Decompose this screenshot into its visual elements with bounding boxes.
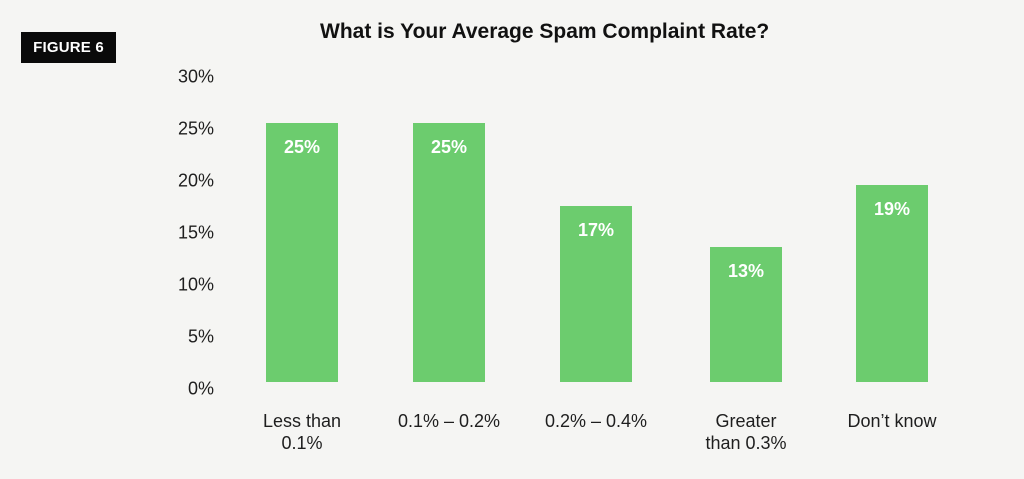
bar-value-label: 25% (430, 136, 468, 157)
y-tick-label: 25% (177, 118, 214, 139)
x-category-label: 0.1% – 0.2% (397, 411, 501, 431)
y-tick-label: 0% (187, 378, 214, 399)
y-tick-label: 15% (177, 222, 214, 243)
bar-value-label: 13% (727, 261, 765, 282)
bar-value-label: 17% (577, 219, 615, 240)
bar-value-label: 25% (283, 136, 321, 157)
y-tick-label: 20% (177, 170, 214, 191)
bar-dont-know: 19% (856, 185, 928, 382)
y-tick-label: 10% (177, 274, 214, 295)
figure-label: FIGURE 6 (21, 32, 116, 63)
x-category-label: Don’t know (847, 411, 937, 431)
bar-greater-than-0-3: 13% (710, 247, 782, 382)
bar-less-than-0-1: 25% (266, 122, 338, 382)
bar-0-2-to-0-4: 17% (560, 205, 632, 382)
x-category-label: 0.2% – 0.4% (544, 411, 648, 431)
y-tick-label: 30% (177, 66, 214, 87)
bar-0-1-to-0-2: 25% (413, 122, 485, 382)
x-category-label: Less than 0.1% (262, 411, 342, 453)
y-tick-label: 5% (187, 326, 214, 347)
bar-value-label: 19% (873, 199, 911, 220)
x-category-label: Greater than 0.3% (705, 411, 787, 453)
chart-title: What is Your Average Spam Complaint Rate… (320, 20, 770, 43)
